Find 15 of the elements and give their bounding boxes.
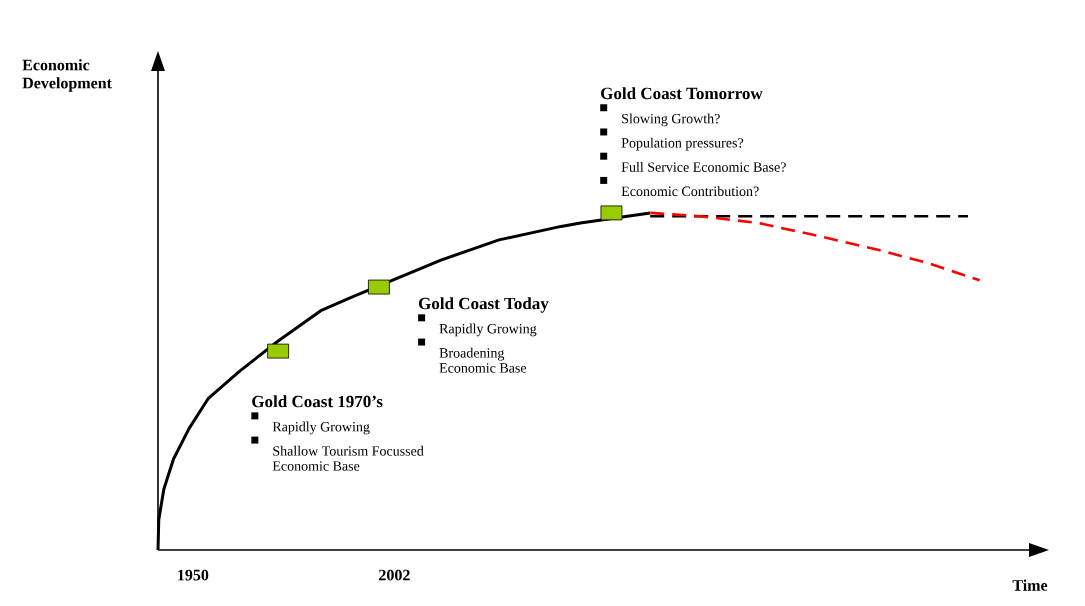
x-tick-label: 2002	[379, 569, 410, 581]
annotation: Rapidly Growing	[272, 421, 370, 435]
annotation: Gold Coast 1970’s	[252, 395, 383, 408]
annotation: Rapidly Growing	[439, 323, 537, 337]
annotation: Broadening Economic Base	[439, 347, 527, 373]
annotation: Gold Coast Today	[418, 297, 549, 313]
text: Population pressures?	[621, 137, 744, 151]
text: Full Service Economic Base?	[621, 161, 786, 172]
x-axis-title: Time	[1012, 579, 1048, 591]
text: Economic Contribution?	[621, 186, 759, 197]
text: Slowing Growth?	[622, 113, 720, 127]
text: Economic Development	[22, 59, 112, 92]
text: Gold Coast Tomorrow	[601, 87, 763, 100]
x-tick-label: 1950	[178, 569, 209, 581]
annotation: Shallow Tourism Focussed Economic Base	[272, 445, 424, 471]
